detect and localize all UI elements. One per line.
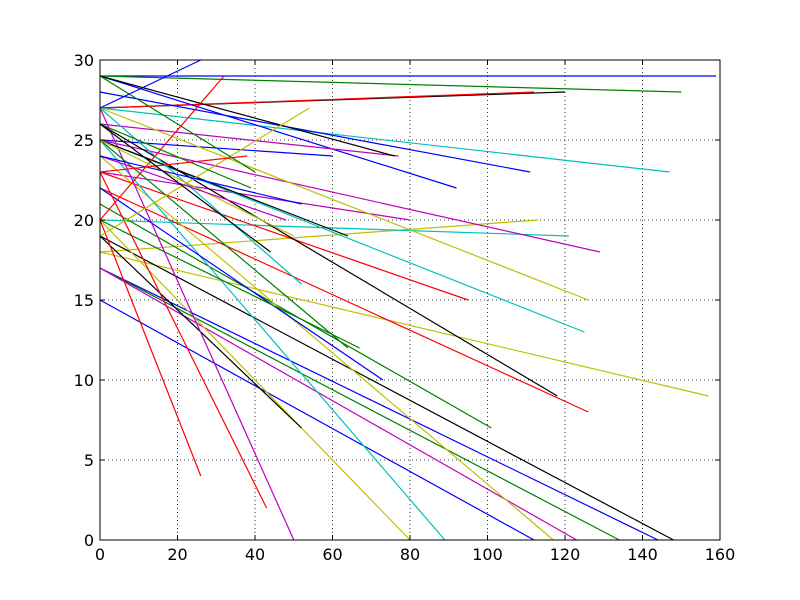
x-tick-label: 0: [95, 545, 105, 564]
series-line-8: [99, 123, 399, 157]
x-tick-label: 160: [705, 545, 736, 564]
series-line-36: [99, 139, 349, 349]
series-line-22: [99, 235, 674, 541]
series-line-23: [99, 267, 659, 541]
series-line-29: [99, 219, 411, 541]
y-tick-label: 5: [84, 451, 94, 470]
series-line-30: [99, 187, 384, 381]
series-line-17: [99, 171, 469, 301]
series-line-27: [99, 299, 535, 541]
x-tick-label: 120: [550, 545, 581, 564]
series-line-35: [99, 219, 202, 477]
series-line-48: [99, 123, 271, 253]
y-tick-label: 15: [74, 291, 94, 310]
series-line-25: [99, 267, 577, 541]
series-line-26: [99, 155, 554, 541]
y-axis-tick-labels: 0 5 10 15 20 25 30: [74, 51, 94, 550]
series-line-46: [99, 155, 302, 205]
series-line-33: [99, 107, 295, 541]
x-tick-label: 80: [400, 545, 420, 564]
y-tick-label: 0: [84, 531, 94, 550]
data-series-layer: [99, 59, 717, 541]
series-line-28: [99, 139, 446, 541]
series-line-42: [99, 107, 302, 285]
series-line-2: [99, 75, 682, 93]
series-line-40: [99, 75, 225, 221]
series-line-11: [99, 171, 411, 221]
series-line-31: [99, 219, 360, 349]
series-line-7: [99, 75, 457, 189]
series-line-6: [99, 91, 531, 173]
series-line-45: [99, 155, 287, 221]
x-tick-label: 100: [472, 545, 503, 564]
series-line-5: [99, 107, 670, 173]
x-tick-label: 20: [167, 545, 187, 564]
y-tick-label: 20: [74, 211, 94, 230]
series-line-12: [99, 219, 538, 253]
series-line-47: [99, 155, 248, 173]
series-line-43: [99, 139, 295, 237]
series-line-18: [99, 251, 709, 397]
series-line-41: [99, 59, 202, 109]
x-tick-label: 60: [322, 545, 342, 564]
series-line-15: [99, 107, 589, 301]
x-tick-label: 40: [245, 545, 265, 564]
y-tick-label: 25: [74, 131, 94, 150]
y-tick-label: 30: [74, 51, 94, 70]
plot-area: [99, 59, 717, 541]
y-tick-label: 10: [74, 371, 94, 390]
series-line-9: [99, 75, 395, 157]
gridlines: [100, 60, 720, 540]
series-line-37: [99, 139, 349, 237]
x-tick-label: 140: [627, 545, 658, 564]
series-line-24: [99, 267, 620, 541]
series-line-34: [99, 171, 268, 509]
series-line-39: [99, 75, 256, 173]
series-line-44: [99, 123, 252, 189]
tick-marks: [99, 59, 721, 541]
x-axis-tick-labels: 0 20 40 60 80 100 120 140 160: [95, 545, 735, 564]
series-line-38: [99, 107, 310, 237]
